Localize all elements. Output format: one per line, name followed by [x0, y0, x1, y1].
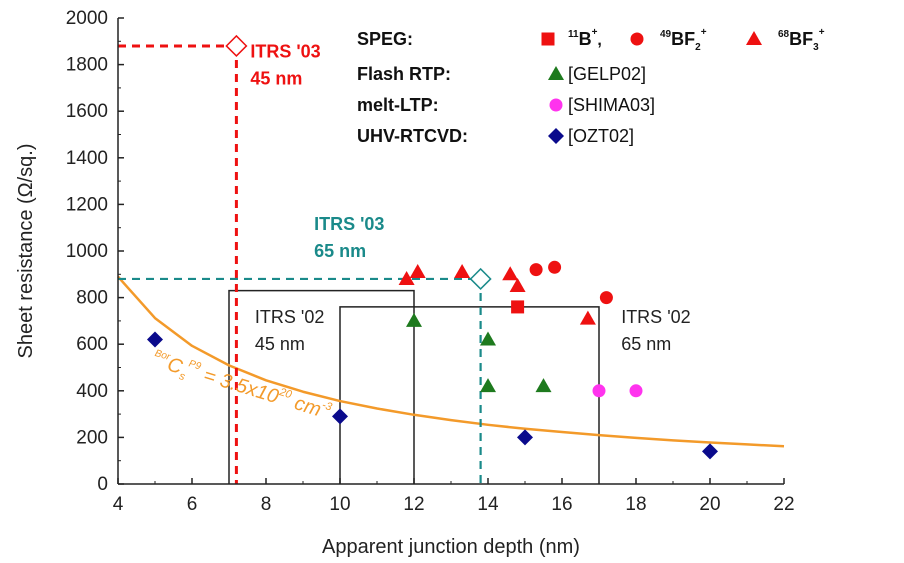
legend-speg-marker-2	[746, 31, 762, 45]
legend-marker-1	[548, 66, 564, 80]
point-s2-3	[502, 266, 519, 281]
itrs03-target-lines	[118, 34, 492, 484]
point-s5-0	[147, 331, 163, 348]
itrs03-target-marker-1	[469, 267, 492, 291]
fit-label-pre: Bor	[153, 348, 172, 363]
y-tick-label-0: 0	[97, 474, 108, 495]
itrs02-label-1: ITRS '02	[621, 307, 690, 327]
fit-label-main: C	[165, 353, 186, 378]
x-tick-label-0: 4	[113, 494, 124, 515]
legend-speg-main-1: BF	[671, 29, 695, 49]
legend-speg-label-1: 49BF2+	[660, 27, 707, 53]
legend-speg-main-0: B	[579, 29, 592, 49]
y-tick-label-6: 1200	[66, 194, 108, 215]
legend-speg-main-2: BF	[789, 29, 813, 49]
point-s2-5	[579, 310, 596, 325]
legend: SPEG:Flash RTP:melt-LTP:UHV-RTCVD:11B+, 4…	[357, 27, 825, 146]
fit-label-unit-exp: -3	[320, 399, 334, 414]
x-tick-label-1: 6	[187, 494, 198, 515]
legend-speg-sup-2: +	[819, 27, 825, 38]
itrs02-window-0	[228, 289, 415, 484]
point-s1-2	[599, 291, 613, 305]
x-tick-label-7: 18	[625, 494, 646, 515]
fit-curve-layer	[117, 275, 785, 448]
x-tick-label-4: 12	[403, 494, 424, 515]
point-s4-0	[592, 384, 606, 398]
legend-speg-marker-0	[541, 32, 555, 46]
y-tick-label-7: 1400	[66, 148, 108, 169]
point-s2-2	[454, 263, 471, 278]
x-tick-label-2: 8	[261, 494, 272, 515]
x-tick-label-6: 16	[551, 494, 572, 515]
point-s2-0	[398, 270, 415, 285]
x-axis-label: Apparent junction depth (nm)	[322, 536, 580, 558]
legend-ref-3: [OZT02]	[568, 126, 634, 146]
legend-speg-sup-1: +	[701, 27, 707, 38]
y-tick-label-1: 200	[76, 427, 108, 448]
fit-curve	[117, 275, 785, 448]
legend-group-0: SPEG:	[357, 29, 413, 49]
legend-speg-sub-1: 2	[695, 42, 701, 53]
legend-group-1: Flash RTP:	[357, 64, 451, 84]
itrs02-sub-0: 45 nm	[255, 334, 305, 354]
itrs03-sub-1: 65 nm	[314, 241, 366, 261]
y-tick-label-5: 1000	[66, 241, 108, 262]
point-s1-0	[529, 263, 543, 277]
itrs03-target-marker-0	[225, 34, 248, 58]
legend-speg-label-2: 68BF3+	[778, 27, 825, 53]
fit-label-sup: P9	[187, 358, 202, 372]
legend-ref-1: [GELP02]	[568, 64, 646, 84]
legend-speg-marker-1	[630, 32, 644, 46]
point-s3-1	[480, 331, 496, 346]
itrs02-sub-1: 65 nm	[621, 334, 671, 354]
point-s0-0	[511, 300, 525, 314]
point-s1-1	[548, 260, 562, 274]
legend-group-2: melt-LTP:	[357, 95, 439, 115]
x-tick-label-8: 20	[699, 494, 720, 515]
point-s5-1	[332, 408, 348, 425]
y-tick-label-9: 1800	[66, 55, 108, 76]
legend-speg-pre-1: 49	[660, 29, 672, 40]
point-s4-1	[629, 384, 643, 398]
legend-speg-post-0: ,	[597, 32, 601, 49]
y-tick-label-3: 600	[76, 334, 108, 355]
legend-speg-label-0: 11B+,	[568, 27, 602, 49]
legend-speg-pre-2: 68	[778, 29, 790, 40]
point-s3-3	[535, 378, 552, 393]
point-s2-1	[409, 263, 426, 278]
itrs03-label-0: ITRS '03	[250, 42, 320, 62]
legend-marker-2	[549, 98, 563, 112]
point-s3-0	[406, 312, 422, 327]
y-axis-label: Sheet resistance (Ω/sq.)	[15, 143, 37, 358]
x-tick-label-3: 10	[329, 494, 350, 515]
x-tick-label-5: 14	[477, 494, 499, 515]
fit-label-exp: 20	[277, 386, 294, 402]
legend-speg-sub-2: 3	[813, 42, 819, 53]
y-tick-label-2: 400	[76, 381, 108, 402]
point-s5-2	[517, 429, 533, 446]
itrs03-sub-0: 45 nm	[250, 69, 302, 89]
itrs02-label-0: ITRS '02	[255, 307, 324, 327]
y-tick-label-8: 1600	[66, 101, 108, 122]
y-tick-label-10: 2000	[66, 8, 108, 29]
x-tick-label-9: 22	[773, 494, 794, 515]
legend-speg-sup-0: +	[592, 27, 598, 38]
point-s2-4	[509, 277, 526, 292]
point-s5-3	[702, 443, 718, 460]
legend-marker-3	[548, 128, 564, 144]
y-tick-label-4: 800	[76, 288, 108, 309]
data-points	[147, 260, 718, 460]
point-s3-2	[480, 378, 496, 393]
fit-label-sub: s	[178, 370, 187, 383]
itrs03-label-1: ITRS '03	[314, 214, 384, 234]
legend-speg-pre-0: 11	[568, 29, 579, 40]
legend-group-3: UHV-RTCVD:	[357, 126, 468, 146]
legend-ref-2: [SHIMA03]	[568, 95, 655, 115]
